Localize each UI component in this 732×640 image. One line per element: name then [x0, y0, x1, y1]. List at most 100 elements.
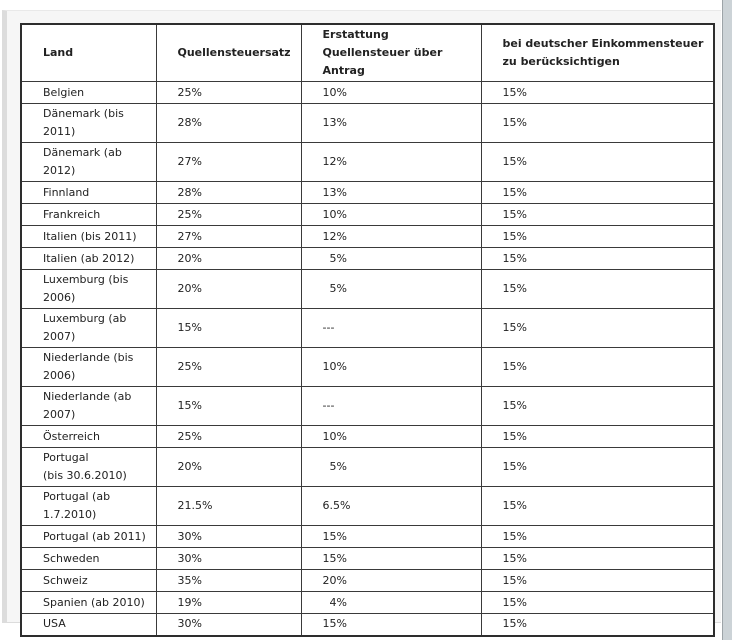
col-header-erstattung: Erstattung Quellensteuer über Antrag: [300, 23, 482, 82]
table-row: Schweden 30% 15% 15%: [20, 547, 715, 570]
cell-erstattung: 6.5%: [300, 486, 482, 526]
cell-land: Spanien (ab 2010): [20, 591, 157, 614]
col-header-einkommensteuer: bei deutscher Einkommensteuer zu berücks…: [480, 23, 715, 82]
cell-quellensteuersatz: 15%: [155, 386, 302, 426]
cell-erstattung: 10%: [300, 347, 482, 387]
cell-land: Dänemark (ab 2012): [20, 142, 157, 182]
table-row: Portugal (ab 1.7.2010) 21.5% 6.5% 15%: [20, 486, 715, 526]
cell-anrechnung: 15%: [480, 591, 715, 614]
cell-quellensteuersatz: 30%: [155, 525, 302, 548]
cell-quellensteuersatz: 25%: [155, 203, 302, 226]
cell-quellensteuersatz: 20%: [155, 247, 302, 270]
cell-quellensteuersatz: 30%: [155, 547, 302, 570]
cell-land: Italien (ab 2012): [20, 247, 157, 270]
cell-land: Portugal (ab 2011): [20, 525, 157, 548]
cell-anrechnung: 15%: [480, 613, 715, 636]
cell-erstattung: 15%: [300, 547, 482, 570]
table-row: Österreich 25% 10% 15%: [20, 425, 715, 448]
cell-quellensteuersatz: 30%: [155, 613, 302, 636]
cell-erstattung: 5%: [300, 247, 482, 270]
cell-quellensteuersatz: 21.5%: [155, 486, 302, 526]
cell-erstattung: 13%: [300, 103, 482, 143]
cell-erstattung: 5%: [300, 447, 482, 487]
cell-land: Dänemark (bis 2011): [20, 103, 157, 143]
table-row: Niederlande (bis 2006) 25% 10% 15%: [20, 347, 715, 387]
table-row: Luxemburg (ab 2007) 15% --- 15%: [20, 308, 715, 348]
cell-quellensteuersatz: 27%: [155, 225, 302, 248]
cell-anrechnung: 15%: [480, 547, 715, 570]
col-header-quellensteuersatz: Quellensteuersatz: [155, 23, 302, 82]
cell-land: Portugal (ab 1.7.2010): [20, 486, 157, 526]
cell-anrechnung: 15%: [480, 269, 715, 309]
cell-land: Luxemburg (bis 2006): [20, 269, 157, 309]
cell-quellensteuersatz: 15%: [155, 308, 302, 348]
cell-quellensteuersatz: 25%: [155, 347, 302, 387]
cell-anrechnung: 15%: [480, 308, 715, 348]
table-row: Italien (bis 2011) 27% 12% 15%: [20, 225, 715, 248]
cell-erstattung: 4%: [300, 591, 482, 614]
cell-erstattung: 12%: [300, 225, 482, 248]
cell-anrechnung: 15%: [480, 81, 715, 104]
cell-land: Frankreich: [20, 203, 157, 226]
table-row: Portugal (ab 2011) 30% 15% 15%: [20, 525, 715, 548]
cell-quellensteuersatz: 27%: [155, 142, 302, 182]
cell-erstattung: 12%: [300, 142, 482, 182]
table-header-row: Land Quellensteuersatz Erstattung Quelle…: [20, 23, 715, 82]
cell-land: Italien (bis 2011): [20, 225, 157, 248]
cell-land: Niederlande (bis 2006): [20, 347, 157, 387]
cell-anrechnung: 15%: [480, 181, 715, 204]
table-row: Frankreich 25% 10% 15%: [20, 203, 715, 226]
cell-quellensteuersatz: 28%: [155, 181, 302, 204]
cell-quellensteuersatz: 20%: [155, 447, 302, 487]
cell-anrechnung: 15%: [480, 386, 715, 426]
table-row: Niederlande (ab 2007) 15% --- 15%: [20, 386, 715, 426]
cell-anrechnung: 15%: [480, 142, 715, 182]
table-row: Schweiz 35% 20% 15%: [20, 569, 715, 592]
table-row: Spanien (ab 2010) 19% 4% 15%: [20, 591, 715, 614]
cell-quellensteuersatz: 28%: [155, 103, 302, 143]
cell-anrechnung: 15%: [480, 225, 715, 248]
cell-land: Schweiz: [20, 569, 157, 592]
vertical-scrollbar[interactable]: [722, 0, 732, 640]
cell-erstattung: 10%: [300, 203, 482, 226]
cell-quellensteuersatz: 19%: [155, 591, 302, 614]
table-row: Dänemark (ab 2012) 27% 12% 15%: [20, 142, 715, 182]
cell-anrechnung: 15%: [480, 569, 715, 592]
cell-land: Finnland: [20, 181, 157, 204]
cell-anrechnung: 15%: [480, 203, 715, 226]
table-row: Belgien 25% 10% 15%: [20, 81, 715, 104]
cell-erstattung: 15%: [300, 613, 482, 636]
cell-anrechnung: 15%: [480, 447, 715, 487]
cell-anrechnung: 15%: [480, 425, 715, 448]
cell-land: Österreich: [20, 425, 157, 448]
table-row: Luxemburg (bis 2006) 20% 5% 15%: [20, 269, 715, 309]
cell-anrechnung: 15%: [480, 347, 715, 387]
cell-erstattung: 10%: [300, 425, 482, 448]
cell-land: Portugal (bis 30.6.2010): [20, 447, 157, 487]
cell-erstattung: ---: [300, 386, 482, 426]
table-row: USA 30% 15% 15%: [20, 613, 715, 636]
table-row: Portugal (bis 30.6.2010) 20% 5% 15%: [20, 447, 715, 487]
cell-anrechnung: 15%: [480, 486, 715, 526]
cell-anrechnung: 15%: [480, 103, 715, 143]
table-row: Dänemark (bis 2011) 28% 13% 15%: [20, 103, 715, 143]
cell-quellensteuersatz: 25%: [155, 425, 302, 448]
cell-quellensteuersatz: 35%: [155, 569, 302, 592]
cell-erstattung: 20%: [300, 569, 482, 592]
cell-quellensteuersatz: 20%: [155, 269, 302, 309]
table-row: Italien (ab 2012) 20% 5% 15%: [20, 247, 715, 270]
cell-anrechnung: 15%: [480, 525, 715, 548]
cell-land: Belgien: [20, 81, 157, 104]
cell-quellensteuersatz: 25%: [155, 81, 302, 104]
cell-erstattung: ---: [300, 308, 482, 348]
cell-erstattung: 15%: [300, 525, 482, 548]
cell-erstattung: 10%: [300, 81, 482, 104]
cell-anrechnung: 15%: [480, 247, 715, 270]
withholding-tax-table: Land Quellensteuersatz Erstattung Quelle…: [20, 23, 715, 637]
cell-erstattung: 13%: [300, 181, 482, 204]
col-header-land: Land: [20, 23, 157, 82]
cell-land: Luxemburg (ab 2007): [20, 308, 157, 348]
table-row: Finnland 28% 13% 15%: [20, 181, 715, 204]
cell-land: Niederlande (ab 2007): [20, 386, 157, 426]
cell-land: USA: [20, 613, 157, 636]
